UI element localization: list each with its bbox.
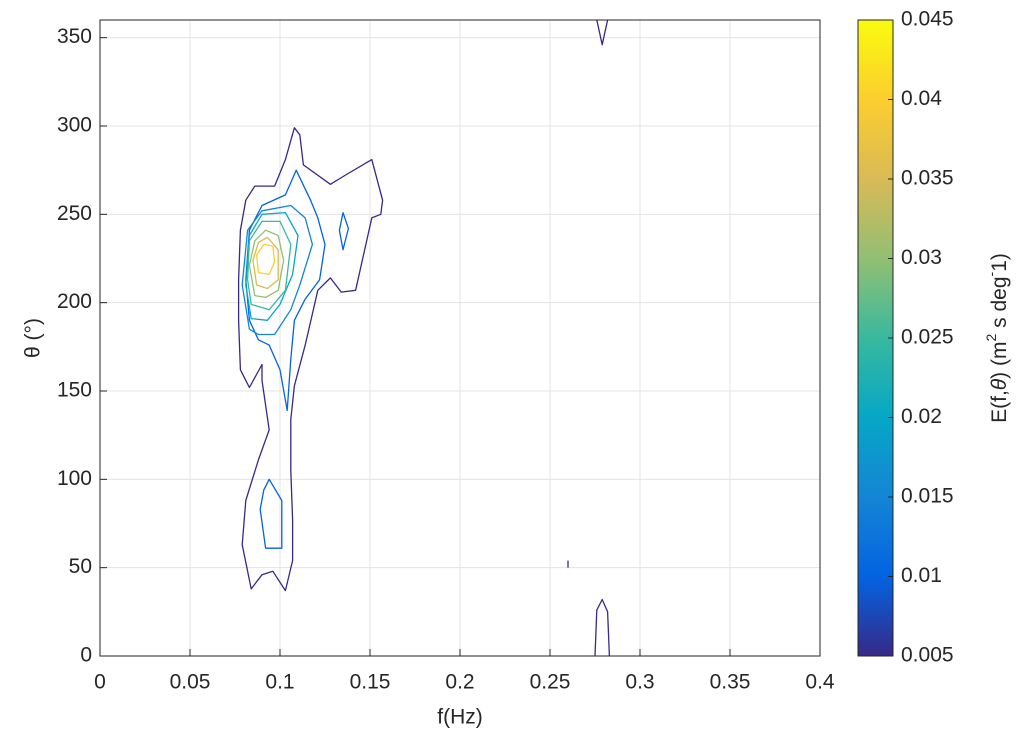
contour-line — [248, 229, 285, 299]
contour-line — [246, 220, 292, 311]
x-tick-label: 0.4 — [805, 671, 835, 694]
colorbar-tick-label: 0.04 — [901, 87, 942, 110]
contour-line — [594, 598, 611, 657]
y-tick-label: 100 — [57, 467, 92, 490]
y-tick-label: 200 — [57, 290, 92, 313]
x-tick-label: 0.35 — [710, 671, 751, 694]
y-axis-label: θ (°) — [22, 318, 45, 358]
contour-line — [245, 211, 299, 321]
colorbar-tick-label: 0.045 — [901, 8, 954, 31]
y-tick-label: 0 — [80, 644, 92, 667]
x-tick-label: 0.25 — [530, 671, 571, 694]
colorbar-label: E(f,θ) (m2 s deg-1) — [983, 253, 1011, 423]
colorbar-label-part: E(f, — [988, 390, 1011, 423]
y-tick-label: 250 — [57, 202, 92, 225]
contour-line — [596, 19, 609, 46]
y-tick-label: 300 — [57, 114, 92, 137]
contour-line — [252, 236, 279, 290]
x-tick-label: 0.1 — [265, 671, 294, 694]
x-tick-label: 0.2 — [445, 671, 474, 694]
x-tick-label: 0.3 — [625, 671, 654, 694]
colorbar-tick-label: 0.005 — [901, 644, 954, 667]
colorbar-tick-label: 0.035 — [901, 167, 954, 190]
contour-line — [259, 478, 283, 549]
x-tick-label: 0 — [94, 671, 106, 694]
colorbar-label-part: 2 — [983, 333, 999, 341]
colorbar-tick-label: 0.025 — [901, 326, 954, 349]
colorbar-label-part: 1) — [988, 253, 1011, 272]
contour-line — [338, 211, 350, 251]
axes-box — [99, 19, 821, 657]
y-tick-label: 350 — [57, 25, 92, 48]
y-tick-label: 150 — [57, 379, 92, 402]
colorbar-label-part: s deg — [988, 276, 1011, 333]
x-tick-label: 0.15 — [350, 671, 391, 694]
contour-line — [237, 127, 384, 592]
contour-line — [241, 204, 314, 336]
colorbar-tick-label: 0.015 — [901, 485, 954, 508]
x-axis-label: f(Hz) — [437, 706, 483, 729]
colorbar-tick-label: 0.03 — [901, 246, 942, 269]
colorbar-label-part: θ — [988, 378, 1011, 390]
colorbar-label-part: - — [983, 271, 999, 276]
x-tick-label: 0.05 — [170, 671, 211, 694]
contour-line — [255, 243, 276, 276]
colorbar-label-part: ) (m — [988, 341, 1011, 378]
contour-line — [245, 169, 326, 412]
colorbar-tick-label: 0.02 — [901, 405, 942, 428]
colorbar-tick-label: 0.01 — [901, 564, 942, 587]
colorbar — [857, 19, 894, 657]
y-tick-label: 50 — [69, 555, 92, 578]
